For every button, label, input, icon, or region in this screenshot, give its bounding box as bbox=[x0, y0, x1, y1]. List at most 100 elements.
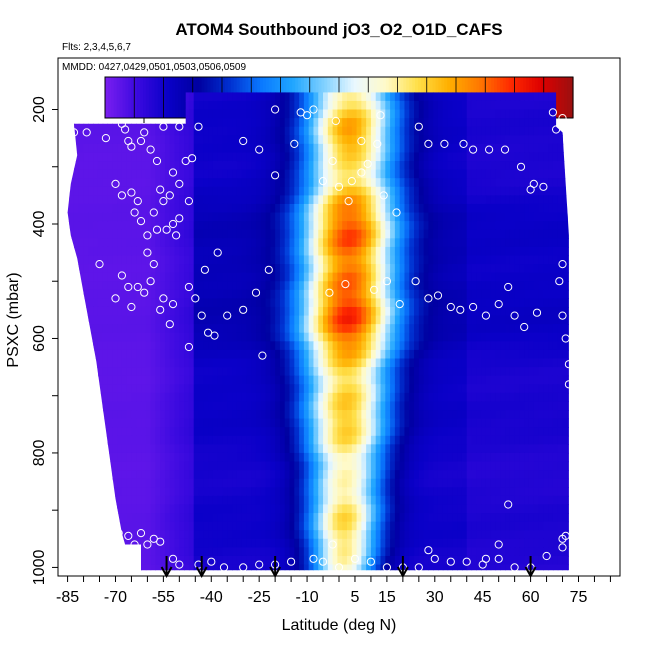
sample-point bbox=[539, 182, 548, 191]
sample-point bbox=[143, 231, 152, 240]
y-tick-label: 800 bbox=[31, 439, 48, 466]
x-tick-label: 45 bbox=[474, 589, 492, 606]
sample-point bbox=[414, 122, 423, 131]
sample-point bbox=[149, 208, 158, 217]
sample-point bbox=[558, 260, 567, 269]
sample-point bbox=[459, 139, 468, 148]
sample-point bbox=[136, 217, 146, 226]
chart-title: ATOM4 Southbound jO3_O2_O1D_CAFS bbox=[175, 20, 502, 39]
sample-point bbox=[117, 271, 127, 280]
profile-arrow bbox=[160, 556, 173, 579]
sample-point bbox=[152, 225, 162, 234]
sample-point bbox=[440, 139, 449, 148]
sample-point bbox=[111, 294, 120, 303]
sample-point bbox=[379, 191, 388, 200]
sample-point bbox=[424, 139, 433, 148]
sample-point bbox=[290, 139, 299, 148]
y-axis-label: PSXC (mbar) bbox=[5, 272, 22, 367]
x-tick-label: -70 bbox=[104, 589, 127, 606]
sample-point bbox=[172, 231, 181, 240]
sample-point bbox=[510, 311, 519, 320]
sample-point bbox=[175, 122, 184, 131]
sample-point bbox=[184, 342, 193, 352]
sample-point bbox=[318, 177, 328, 186]
sample-point bbox=[121, 125, 130, 134]
sample-point bbox=[526, 185, 535, 194]
sample-point bbox=[194, 122, 203, 131]
sample-point bbox=[504, 500, 513, 509]
sample-point bbox=[175, 560, 184, 569]
sample-point bbox=[357, 168, 366, 177]
sample-point bbox=[532, 308, 542, 317]
sample-point bbox=[156, 185, 165, 194]
profile-arrow bbox=[195, 556, 208, 579]
sample-point bbox=[494, 300, 503, 309]
sample-point bbox=[136, 529, 146, 538]
y-tick-label: 400 bbox=[31, 211, 48, 238]
sample-point bbox=[168, 168, 178, 177]
sample-point bbox=[494, 554, 503, 563]
sample-point bbox=[271, 105, 280, 114]
sample-point bbox=[561, 334, 570, 343]
sample-point bbox=[210, 331, 219, 340]
sample-point bbox=[469, 302, 478, 312]
sample-point bbox=[168, 219, 178, 229]
sample-point bbox=[350, 554, 360, 563]
sample-point bbox=[469, 145, 478, 154]
sample-point bbox=[191, 294, 200, 303]
sample-point bbox=[325, 288, 334, 297]
sample-point bbox=[485, 145, 494, 154]
sample-point bbox=[184, 282, 193, 292]
x-tick-label: -85 bbox=[56, 589, 79, 606]
y-axis: 200 400 600 800 1000 bbox=[31, 96, 58, 585]
sample-point bbox=[143, 540, 152, 549]
x-tick-label: -25 bbox=[248, 589, 271, 606]
sample-point bbox=[424, 294, 433, 303]
sample-point bbox=[287, 557, 296, 566]
sample-point bbox=[136, 136, 146, 146]
sample-point bbox=[462, 557, 471, 566]
heatmap-field bbox=[67, 92, 569, 571]
y-tick-label: 600 bbox=[31, 325, 48, 352]
sample-point bbox=[382, 563, 391, 572]
sample-point bbox=[510, 563, 519, 572]
sample-point bbox=[347, 177, 356, 186]
sample-point bbox=[258, 351, 267, 360]
sample-point bbox=[165, 320, 174, 329]
sample-point bbox=[552, 125, 561, 134]
sample-point bbox=[334, 182, 344, 191]
sample-point bbox=[127, 142, 136, 151]
x-tick-label: 5 bbox=[351, 589, 360, 606]
sample-point bbox=[175, 179, 184, 188]
sample-point bbox=[223, 311, 232, 320]
sample-point bbox=[213, 248, 222, 257]
sample-point bbox=[424, 546, 433, 555]
sample-point bbox=[344, 197, 353, 206]
sample-point bbox=[219, 563, 229, 572]
sample-point bbox=[430, 554, 439, 563]
sample-point bbox=[255, 560, 264, 569]
sample-point bbox=[271, 171, 280, 180]
sample-point bbox=[456, 305, 465, 314]
sample-point bbox=[555, 277, 564, 286]
sample-point bbox=[520, 322, 529, 332]
sample-point bbox=[159, 197, 168, 206]
x-tick-label: 60 bbox=[522, 589, 540, 606]
sample-point bbox=[239, 563, 248, 572]
sample-point bbox=[334, 563, 344, 572]
sample-point bbox=[357, 136, 366, 146]
sample-point bbox=[127, 302, 136, 312]
sample-point bbox=[159, 294, 168, 303]
sample-point bbox=[494, 540, 503, 549]
sample-point bbox=[82, 128, 91, 137]
sample-point bbox=[446, 302, 455, 312]
sample-point bbox=[162, 225, 171, 234]
sample-point bbox=[200, 265, 209, 274]
sample-point bbox=[140, 288, 149, 297]
sample-point bbox=[548, 108, 558, 117]
sample-point bbox=[152, 156, 162, 166]
sample-point bbox=[143, 248, 152, 257]
sample-point bbox=[516, 162, 526, 171]
sample-point bbox=[328, 540, 337, 549]
